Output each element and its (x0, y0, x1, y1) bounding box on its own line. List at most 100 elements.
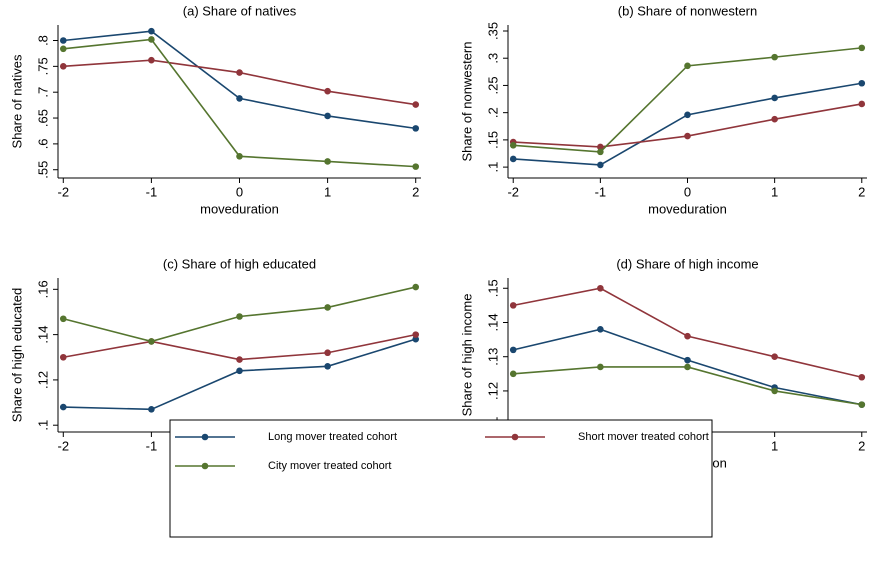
point (148, 338, 155, 345)
point (59, 63, 67, 70)
y-tick-label: .15 (485, 279, 500, 297)
x-tick-label: 0 (684, 184, 691, 199)
point (324, 112, 331, 120)
y-tick-label: .2 (485, 107, 500, 118)
y-tick-label: .1 (485, 162, 500, 173)
legend-marker (201, 462, 209, 470)
point (236, 152, 243, 160)
point (597, 148, 604, 156)
point (597, 363, 604, 371)
x-tick-label: -1 (595, 184, 607, 199)
point (412, 101, 420, 108)
legend-marker (511, 433, 519, 441)
point (509, 370, 517, 378)
x-tick-label: -2 (507, 184, 519, 199)
point (412, 331, 420, 338)
point (236, 95, 243, 102)
point (148, 27, 155, 35)
legend-label: Short mover treated cohort (578, 431, 709, 443)
point (771, 94, 778, 102)
legend-label: City mover treated cohort (268, 460, 392, 472)
point (509, 155, 517, 163)
point (236, 367, 243, 375)
point (771, 353, 778, 361)
point (509, 142, 517, 149)
point (597, 326, 604, 333)
point (236, 69, 243, 76)
x-tick-label: -2 (58, 438, 70, 453)
point (236, 356, 243, 363)
x-tick-label: 1 (324, 184, 331, 199)
point (324, 158, 331, 165)
y-axis-label: Share of nonwestern (459, 42, 474, 162)
point (684, 332, 691, 340)
point (509, 346, 517, 354)
point (59, 315, 67, 323)
y-axis-label: Share of high income (459, 294, 474, 417)
y-tick-label: .12 (485, 382, 500, 400)
point (148, 36, 155, 43)
x-axis-label: moveduration (648, 201, 727, 216)
point (597, 143, 604, 151)
legend-label: Long mover treated cohort (268, 431, 397, 443)
y-tick-label: .14 (485, 313, 500, 331)
point (324, 87, 331, 95)
y-tick-label: .6 (35, 138, 50, 149)
x-tick-label: 2 (858, 184, 865, 199)
point (59, 353, 67, 361)
y-tick-label: .7 (35, 87, 50, 98)
y-tick-label: .14 (35, 326, 50, 344)
y-tick-label: .3 (485, 53, 500, 64)
point (59, 37, 67, 44)
y-tick-label: .13 (485, 348, 500, 366)
x-tick-label: -1 (146, 184, 158, 199)
x-tick-label: 2 (858, 438, 865, 453)
point (412, 125, 420, 132)
x-tick-label: -2 (58, 184, 70, 199)
legend-box (169, 419, 713, 538)
y-axis-label: Share of high educated (9, 288, 24, 422)
point (324, 349, 331, 357)
y-tick-label: .55 (35, 161, 50, 179)
y-axis-label: Share of natives (9, 54, 24, 148)
point (412, 335, 420, 343)
y-tick-label: .25 (485, 76, 500, 94)
x-tick-label: -1 (146, 438, 158, 453)
point (597, 161, 604, 169)
point (684, 132, 691, 140)
chart-title: (a) Share of natives (183, 3, 297, 18)
point (148, 56, 155, 64)
point (324, 363, 331, 370)
point (597, 284, 604, 292)
chart-title: (b) Share of nonwestern (618, 3, 757, 18)
point (684, 356, 691, 364)
point (858, 401, 866, 408)
y-tick-label: .8 (35, 35, 50, 46)
chart-title: (c) Share of high educated (163, 256, 316, 271)
point (858, 44, 866, 52)
y-tick-label: .16 (35, 280, 50, 298)
x-tick-label: 2 (412, 184, 419, 199)
point (236, 313, 243, 320)
point (684, 363, 691, 371)
point (684, 62, 691, 70)
x-tick-label: 1 (771, 184, 778, 199)
legend-marker (201, 433, 209, 441)
y-tick-label: .12 (35, 371, 50, 389)
point (684, 111, 691, 119)
point (148, 406, 155, 413)
point (858, 79, 866, 87)
chart-title: (d) Share of high income (616, 256, 758, 271)
point (858, 100, 866, 108)
point (412, 283, 420, 291)
y-tick-label: .1 (35, 420, 50, 431)
point (324, 304, 331, 311)
point (59, 403, 67, 411)
x-axis-label: moveduration (200, 201, 279, 216)
y-tick-label: .75 (35, 57, 50, 75)
point (509, 302, 517, 309)
point (771, 53, 778, 61)
y-tick-label: .35 (485, 22, 500, 40)
point (771, 115, 778, 123)
